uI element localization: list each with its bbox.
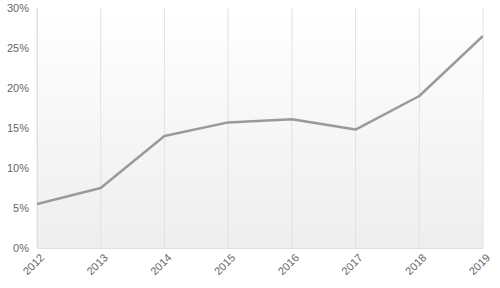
x-tick-label: 2017	[339, 251, 365, 277]
grid-line	[164, 8, 165, 248]
grid-line	[483, 8, 484, 248]
plot: 0%5%10%15%20%25%30%201220132014201520162…	[7, 2, 492, 277]
y-tick: 10%	[7, 162, 37, 174]
x-tick: 2016	[275, 248, 301, 277]
grid-line	[419, 8, 420, 248]
x-tick-label: 2013	[84, 251, 110, 277]
y-tick-label: 20%	[7, 82, 29, 94]
y-tick: 5%	[13, 202, 37, 214]
x-tick-label: 2018	[403, 251, 429, 277]
x-tick-label: 2014	[148, 251, 174, 277]
grid-line	[355, 8, 356, 248]
y-tick: 25%	[7, 42, 37, 54]
y-tick: 30%	[7, 2, 37, 14]
y-tick-label: 10%	[7, 162, 29, 174]
x-tick: 2014	[148, 248, 174, 277]
y-tick: 15%	[7, 122, 37, 134]
y-axis: 0% 5% 10% 15% 20% 25% 30%	[7, 2, 38, 254]
y-tick-label: 15%	[7, 122, 29, 134]
line	[37, 36, 483, 204]
chart: 0%5%10%15%20%25%30%201220132014201520162…	[0, 0, 500, 288]
y-tick-label: 5%	[13, 202, 29, 214]
y-tick-label: 30%	[7, 2, 29, 14]
x-tick: 2015	[212, 248, 238, 277]
plot-background	[37, 8, 483, 248]
y-axis-line	[37, 9, 38, 249]
x-tick: 2019	[466, 248, 492, 277]
grid	[37, 8, 483, 248]
x-tick-label: 2019	[466, 251, 492, 277]
x-tick: 2012	[20, 248, 46, 277]
grid-line	[100, 8, 101, 248]
x-tick: 2013	[84, 248, 110, 277]
x-axis-line	[38, 248, 484, 249]
x-tick-label: 2012	[20, 251, 46, 277]
x-tick-label: 2015	[212, 251, 238, 277]
x-tick-label: 2016	[275, 251, 301, 277]
x-tick: 2018	[403, 248, 429, 277]
y-tick: 0%	[13, 242, 37, 254]
grid-line	[228, 8, 229, 248]
marks	[37, 36, 483, 204]
x-axis: 2012 2013 2014 2015 2016 2017 2018 2019	[20, 248, 492, 277]
grid-line	[291, 8, 292, 248]
y-tick-label: 25%	[7, 42, 29, 54]
y-tick: 20%	[7, 82, 37, 94]
x-tick: 2017	[339, 248, 365, 277]
grid-line	[37, 8, 38, 248]
y-tick-label: 0%	[13, 242, 29, 254]
